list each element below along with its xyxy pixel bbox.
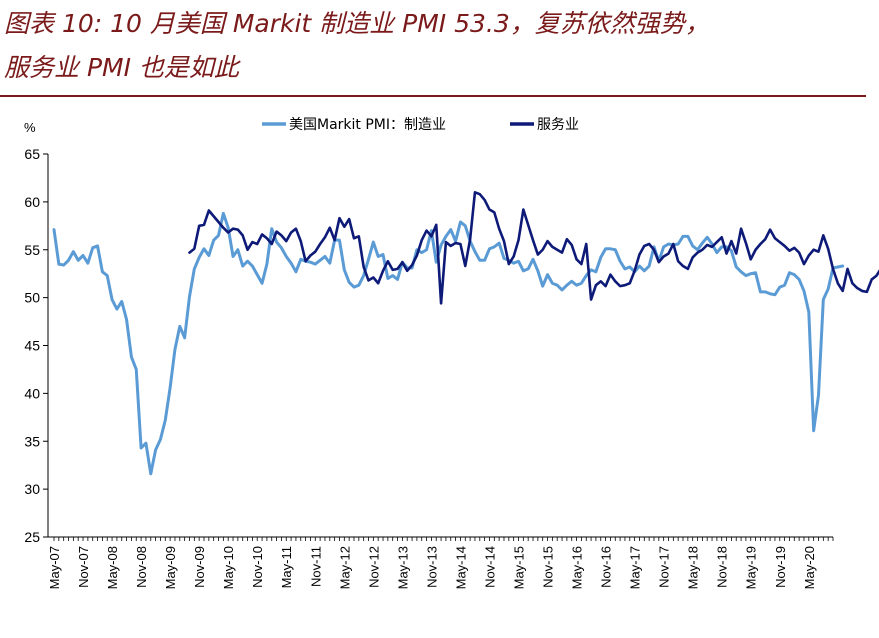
x-tick-label: Nov-19	[773, 546, 788, 588]
x-tick-label: Nov-16	[599, 546, 614, 588]
legend-label-services: 服务业	[537, 117, 579, 133]
x-tick-label: May-12	[337, 546, 352, 589]
figure-title-line-2: 服务业 PMI 也是如此	[4, 53, 239, 82]
x-tick-label: May-07	[47, 546, 62, 589]
x-tick-label: Nov-18	[715, 546, 730, 588]
x-tick-label: Nov-11	[308, 546, 323, 587]
legend-label-manufacturing: 美国Markit PMI：制造业	[289, 117, 446, 133]
x-tick-label: Nov-10	[250, 546, 265, 588]
x-tick-label: May-11	[279, 546, 294, 588]
x-tick-label: Nov-07	[76, 546, 91, 588]
axis-lines	[47, 154, 833, 538]
series-group	[52, 191, 879, 476]
y-tick-label: 60	[24, 194, 40, 210]
x-tick-label: May-14	[453, 546, 468, 589]
x-tick-label: Nov-08	[134, 546, 149, 588]
x-axis: May-07 Nov-07 May-08 Nov-08 May-09 Nov-09 May-…	[47, 537, 834, 589]
x-tick-label: May-17	[628, 546, 643, 589]
series-line-manufacturing	[52, 211, 845, 476]
x-tick-label: May-16	[570, 546, 585, 589]
x-tick-label: Nov-14	[482, 546, 497, 588]
x-tick-label: Nov-12	[366, 546, 381, 588]
y-tick-label: 45	[24, 338, 40, 354]
x-tick-label: May-10	[221, 546, 236, 589]
figure-title-line-1: 图表 10: 10 月美国 Markit 制造业 PMI 53.3，复苏依然强势…	[4, 9, 710, 38]
series-line-services	[188, 191, 879, 305]
y-axis: 25 30 35 40 45 50 55 60 65	[24, 146, 48, 545]
y-tick-label: 25	[24, 529, 40, 545]
y-tick-label: 50	[24, 290, 40, 306]
figure-title: 图表 10: 10 月美国 Markit 制造业 PMI 53.3，复苏依然强势…	[4, 2, 874, 90]
y-axis-unit: %	[24, 120, 36, 135]
x-tick-label: May-08	[105, 546, 120, 589]
x-tick-label: May-13	[395, 546, 410, 589]
x-tick-label: May-20	[802, 546, 817, 589]
x-tick-label: May-19	[744, 546, 759, 589]
x-tick-label: Nov-13	[424, 546, 439, 588]
x-tick-label: May-15	[511, 546, 526, 589]
y-tick-label: 35	[24, 433, 40, 449]
chart-legend: 美国Markit PMI：制造业 服务业	[262, 117, 579, 133]
x-tick-label: May-09	[163, 546, 178, 589]
title-divider	[0, 95, 866, 97]
x-tick-label: May-18	[686, 546, 701, 589]
x-tick-label: Nov-09	[192, 546, 207, 588]
x-tick-label: Nov-15	[541, 546, 556, 588]
y-tick-label: 30	[24, 481, 40, 497]
y-tick-label: 65	[24, 146, 40, 162]
y-tick-label: 55	[24, 242, 40, 258]
x-tick-label: Nov-17	[657, 546, 672, 588]
y-tick-label: 40	[24, 385, 40, 401]
